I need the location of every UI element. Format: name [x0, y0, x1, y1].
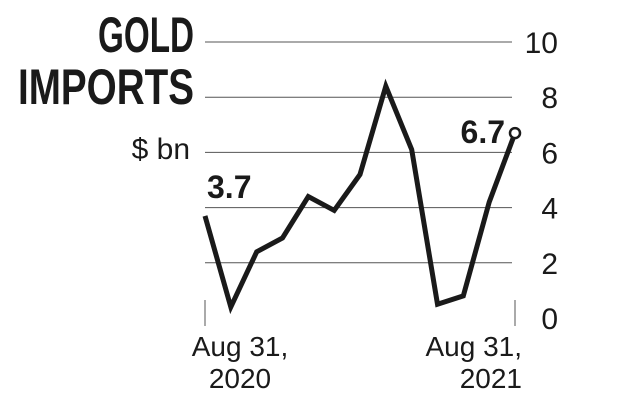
y-tick-label-2: 2	[541, 248, 558, 281]
x-tick-label-0-line-1: 2020	[209, 363, 271, 394]
annotation-0: 3.7	[207, 169, 251, 205]
annotation-layer: 3.7 6.7	[207, 114, 505, 205]
y-axis-ticks: 0 2 4 6 8 10	[525, 27, 558, 336]
y-tick-label-4: 4	[541, 193, 558, 226]
x-tick-label-1-line-1: 2021	[460, 363, 522, 394]
chart-title-line-2: IMPORTS	[18, 59, 194, 115]
y-tick-label-0: 0	[541, 303, 558, 336]
end-point-marker	[508, 126, 522, 140]
series-layer	[202, 78, 522, 315]
x-tick-label-0-line-0: Aug 31,	[192, 331, 289, 362]
chart-title-line-1: GOLD	[98, 7, 194, 63]
y-tick-label-8: 8	[541, 82, 558, 115]
y-tick-label-6: 6	[541, 137, 558, 170]
x-tick-label-1-line-0: Aug 31,	[425, 331, 522, 362]
annotation-1: 6.7	[461, 114, 505, 150]
series-line	[202, 78, 518, 315]
grid-lines	[205, 41, 512, 264]
unit-label: $ bn	[132, 133, 190, 166]
y-tick-label-10: 10	[525, 27, 558, 60]
